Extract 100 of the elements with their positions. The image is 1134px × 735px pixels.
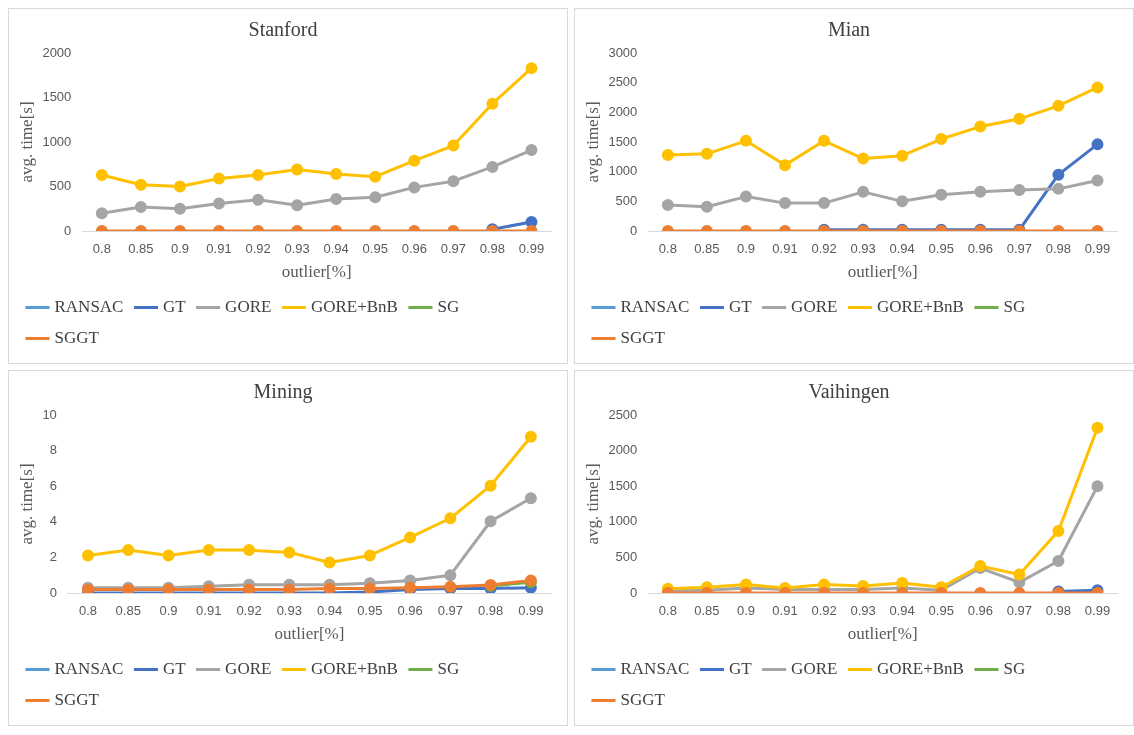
x-tick-label: 0.96 bbox=[397, 603, 423, 619]
x-tick-label: 0.93 bbox=[276, 603, 302, 619]
x-tick-label: 0.95 bbox=[357, 603, 383, 619]
legend-label: GT bbox=[162, 296, 187, 316]
y-tick-label: 2500 bbox=[608, 74, 638, 90]
x-tick-label: 0.94 bbox=[323, 241, 349, 257]
x-tick-label: 0.95 bbox=[928, 241, 954, 257]
x-axis-title: outlier[%] bbox=[847, 624, 918, 644]
x-tick-label: 0.85 bbox=[694, 241, 720, 257]
x-tick-label: 0.98 bbox=[1045, 241, 1072, 257]
y-axis-title: avg. time[s] bbox=[582, 101, 602, 183]
y-tick-label: 2000 bbox=[608, 442, 638, 458]
legend-label: SG bbox=[437, 658, 460, 678]
legend-label: SGGT bbox=[54, 327, 100, 347]
x-tick-label: 0.93 bbox=[850, 603, 876, 619]
y-tick-label: 500 bbox=[615, 548, 638, 564]
x-axis-title: outlier[%] bbox=[274, 624, 345, 644]
x-tick-label: 0.94 bbox=[316, 603, 343, 619]
y-tick-label: 2000 bbox=[42, 44, 72, 60]
x-tick-label: 0.99 bbox=[1084, 603, 1111, 619]
legend-label: GT bbox=[728, 296, 753, 316]
x-tick-label: 0.97 bbox=[1006, 603, 1033, 619]
x-tick-label: 0.93 bbox=[284, 241, 310, 257]
legend-label: GORE+BnB bbox=[876, 296, 964, 316]
legend-label: SGGT bbox=[620, 327, 666, 347]
legend-label: SGGT bbox=[54, 689, 100, 709]
x-tick-label: 0.98 bbox=[477, 603, 504, 619]
y-tick-label: 2500 bbox=[608, 406, 638, 422]
legend-label: GORE+BnB bbox=[310, 296, 398, 316]
x-tick-label: 0.92 bbox=[811, 603, 837, 619]
x-tick-label: 0.8 bbox=[92, 241, 111, 257]
x-tick-label: 0.8 bbox=[658, 241, 677, 257]
legend-label: GORE+BnB bbox=[310, 658, 398, 678]
x-tick-label: 0.8 bbox=[658, 603, 677, 619]
y-tick-label: 0 bbox=[64, 222, 72, 238]
y-tick-label: 1500 bbox=[42, 89, 72, 105]
x-tick-label: 0.92 bbox=[245, 241, 271, 257]
x-tick-label: 0.85 bbox=[115, 603, 141, 619]
x-tick-label: 0.9 bbox=[736, 241, 755, 257]
legend-label: GORE bbox=[225, 658, 272, 678]
y-tick-label: 1000 bbox=[42, 133, 72, 149]
x-tick-label: 0.94 bbox=[889, 241, 915, 257]
y-tick-label: 1000 bbox=[608, 163, 638, 179]
y-tick-label: 1000 bbox=[608, 513, 638, 529]
x-axis-title: outlier[%] bbox=[281, 262, 352, 282]
x-tick-label: 0.97 bbox=[437, 603, 463, 619]
x-tick-label: 0.99 bbox=[1084, 241, 1111, 257]
legend-label: SG bbox=[1003, 658, 1026, 678]
x-tick-label: 0.97 bbox=[1006, 241, 1033, 257]
y-tick-label: 500 bbox=[49, 178, 72, 194]
legend-label: SGGT bbox=[620, 689, 666, 709]
legend-label: SG bbox=[1003, 296, 1026, 316]
chart-title: Mian bbox=[827, 18, 871, 41]
y-tick-label: 4 bbox=[49, 513, 57, 529]
x-tick-label: 0.9 bbox=[736, 603, 755, 619]
legend-label: GORE bbox=[791, 296, 838, 316]
legend-label: GORE+BnB bbox=[876, 658, 964, 678]
legend-label: GORE bbox=[791, 658, 838, 678]
legend-label: GT bbox=[162, 658, 187, 678]
x-tick-label: 0.85 bbox=[128, 241, 154, 257]
x-tick-label: 0.96 bbox=[967, 241, 993, 257]
chart-title: Vaihingen bbox=[808, 380, 890, 404]
x-tick-label: 0.98 bbox=[1045, 603, 1072, 619]
y-tick-label: 2 bbox=[49, 548, 57, 564]
y-tick-label: 0 bbox=[49, 584, 57, 600]
y-axis-title: avg. time[s] bbox=[16, 463, 36, 545]
legend-label: RANSAC bbox=[620, 658, 690, 678]
y-tick-label: 0 bbox=[630, 584, 638, 600]
x-tick-label: 0.94 bbox=[889, 603, 915, 619]
legend-label: GT bbox=[728, 658, 753, 678]
y-tick-label: 6 bbox=[49, 477, 57, 493]
x-tick-label: 0.95 bbox=[362, 241, 388, 257]
legend-label: GORE bbox=[225, 296, 272, 316]
x-tick-label: 0.9 bbox=[170, 241, 189, 257]
x-tick-label: 0.91 bbox=[772, 241, 798, 257]
x-tick-label: 0.91 bbox=[772, 603, 798, 619]
x-tick-label: 0.99 bbox=[518, 603, 544, 619]
x-tick-label: 0.91 bbox=[206, 241, 232, 257]
y-tick-label: 3000 bbox=[608, 44, 638, 60]
x-tick-label: 0.98 bbox=[479, 241, 506, 257]
y-tick-label: 10 bbox=[42, 406, 57, 422]
x-axis-title: outlier[%] bbox=[847, 262, 918, 282]
y-tick-label: 8 bbox=[49, 442, 57, 458]
legend-label: RANSAC bbox=[54, 658, 124, 678]
legend-label: SG bbox=[437, 296, 460, 316]
x-tick-label: 0.9 bbox=[159, 603, 178, 619]
x-tick-label: 0.96 bbox=[967, 603, 993, 619]
legend-label: RANSAC bbox=[54, 296, 124, 316]
y-tick-label: 1500 bbox=[608, 477, 638, 493]
x-tick-label: 0.97 bbox=[440, 241, 467, 257]
legend-label: RANSAC bbox=[620, 296, 690, 316]
x-tick-label: 0.92 bbox=[236, 603, 262, 619]
x-tick-label: 0.99 bbox=[518, 241, 545, 257]
x-tick-label: 0.93 bbox=[850, 241, 876, 257]
x-tick-label: 0.8 bbox=[78, 603, 98, 619]
y-tick-label: 500 bbox=[615, 192, 638, 208]
y-axis-title: avg. time[s] bbox=[16, 101, 36, 183]
y-tick-label: 2000 bbox=[608, 103, 638, 119]
x-tick-label: 0.95 bbox=[928, 603, 954, 619]
x-tick-label: 0.96 bbox=[401, 241, 427, 257]
